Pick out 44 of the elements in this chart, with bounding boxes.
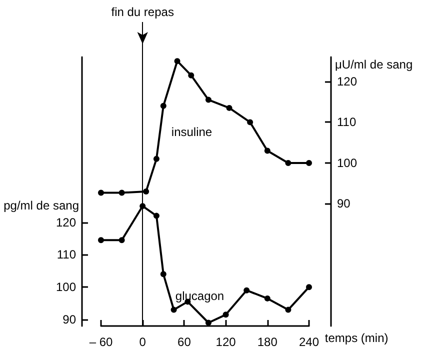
y2-tick-label: 90: [337, 196, 351, 211]
y2-axis-title: μU/ml de sang: [335, 57, 413, 72]
point: [98, 190, 104, 196]
point: [244, 287, 250, 294]
y-tick-label: 120: [56, 215, 76, 230]
x-tick-label: 0: [139, 335, 146, 349]
y-tick-label: 110: [56, 248, 76, 262]
y-axis-title: pg/ml de sang: [4, 198, 79, 212]
point: [174, 58, 180, 64]
point: [285, 306, 292, 313]
point: [264, 148, 270, 154]
point: [226, 104, 232, 111]
series-label: insuline: [171, 124, 212, 139]
x-tick-label: – 60: [89, 335, 113, 349]
y2-tick-label: 110: [337, 115, 356, 130]
x-tick-label: 120: [216, 335, 236, 349]
point: [285, 160, 292, 166]
x-tick-label: 60: [178, 335, 192, 349]
ref-line-label: fin du repas: [111, 5, 174, 19]
point: [247, 119, 254, 126]
point: [153, 156, 160, 162]
point: [143, 188, 150, 194]
point: [170, 306, 177, 313]
point: [205, 96, 212, 103]
x-tick-label: 180: [257, 335, 278, 349]
y2-tick-label: 120: [337, 74, 358, 88]
point: [264, 295, 270, 302]
x-tick-label: 240: [298, 335, 320, 349]
series-label: glucagon: [175, 289, 224, 304]
point: [205, 320, 212, 326]
point: [306, 160, 312, 166]
point: [160, 271, 166, 278]
point: [188, 72, 194, 78]
point: [98, 237, 104, 244]
y2-tick-label: 100: [337, 156, 358, 170]
point: [153, 212, 160, 219]
point: [222, 312, 229, 318]
point: [160, 102, 166, 109]
x-axis-title: temps (min): [324, 331, 388, 345]
point: [118, 190, 125, 196]
point: [306, 284, 312, 290]
y-tick-label: 100: [56, 280, 76, 294]
point: [118, 237, 125, 244]
y-tick-label: 90: [62, 312, 76, 327]
